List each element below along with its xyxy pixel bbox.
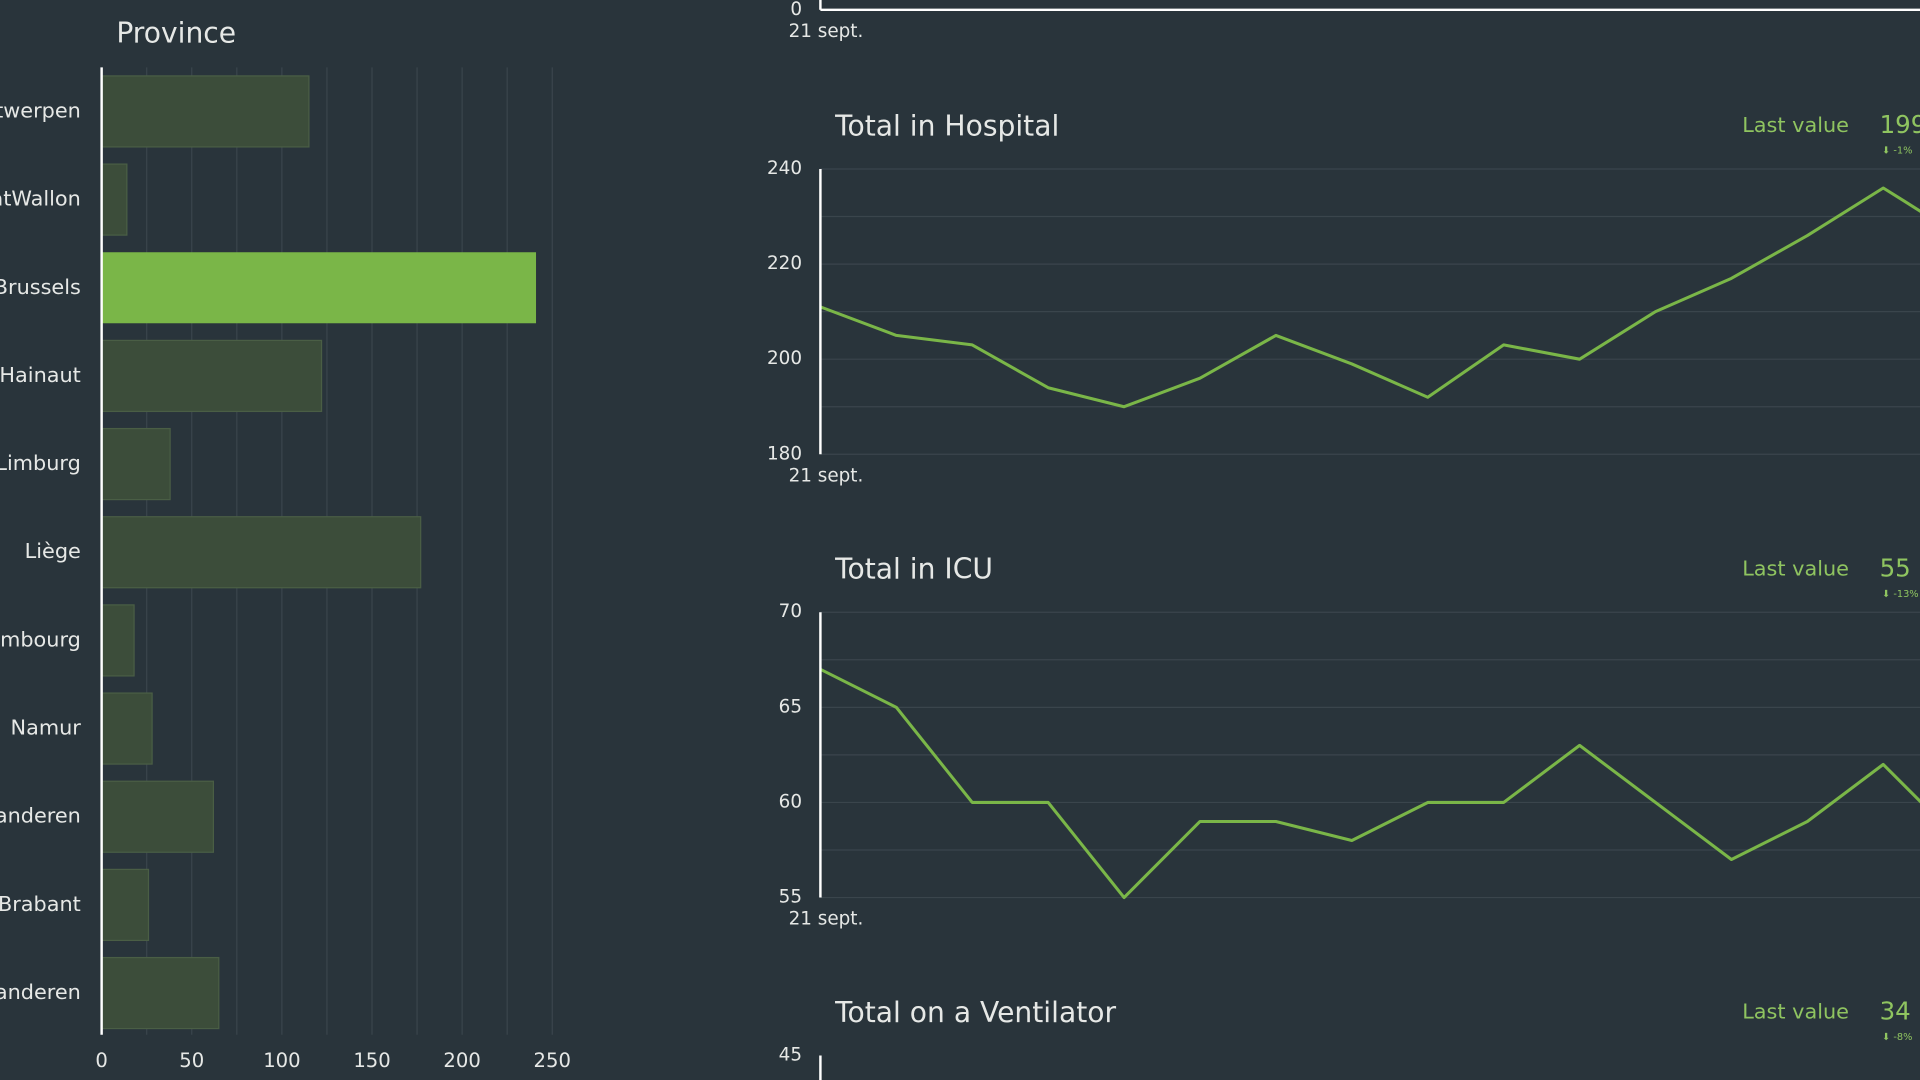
y-tick-label: 240: [767, 158, 802, 179]
last-value-label: Last value: [1742, 556, 1849, 580]
y-tick-label: 0: [790, 0, 802, 20]
y-tick-label: 220: [767, 253, 802, 274]
y-tick-label: 70: [779, 601, 802, 622]
x-tick-label: 21 sept.: [789, 465, 864, 486]
last-value-label: Last value: [1742, 1000, 1849, 1024]
x-tick-label: 150: [353, 1049, 390, 1072]
x-tick-label: 250: [534, 1049, 571, 1072]
chart-title: Total on a Ventilator: [834, 996, 1116, 1029]
y-tick-label: 200: [767, 348, 802, 369]
bar: [101, 163, 128, 236]
series-line: [819, 667, 1920, 900]
bar: [101, 516, 422, 589]
y-tick-label: Namur: [11, 716, 82, 740]
last-value-change: ⬇ -13%: [1882, 589, 1919, 600]
y-tick-label: twerpen: [0, 98, 81, 122]
last-value: 199: [1880, 110, 1920, 139]
x-tick-label: 21 sept.: [789, 909, 864, 930]
chart-title: Total in Hospital: [834, 109, 1059, 142]
last-value-change: ⬇ -8%: [1882, 1032, 1912, 1043]
x-tick-label: 100: [263, 1049, 300, 1072]
y-tick-label: 60: [779, 791, 802, 812]
y-tick-label: 180: [767, 443, 802, 464]
y-tick-label: 55: [779, 887, 802, 908]
bar: [101, 339, 323, 413]
bar: [101, 427, 171, 501]
y-tick-label: Brussels: [0, 275, 81, 299]
y-tick-label: Limburg: [0, 451, 81, 475]
y-tick-label: 45: [779, 1045, 802, 1066]
last-value-change: ⬇ -1%: [1882, 146, 1912, 157]
last-value-label: Last value: [1742, 113, 1849, 137]
y-tick-label: sBrabant: [0, 892, 81, 916]
bar: [101, 780, 214, 853]
y-tick-label: 65: [779, 696, 802, 717]
y-tick-label: atWallon: [0, 187, 81, 211]
y-tick-label: anderen: [0, 804, 81, 828]
x-tick-label: 200: [443, 1049, 480, 1072]
x-tick-label: 50: [179, 1049, 204, 1072]
x-tick-label: 21 sept.: [789, 21, 864, 42]
bar: [101, 868, 150, 942]
chart-title: Province: [116, 16, 236, 49]
x-tick-label: 0: [95, 1049, 107, 1072]
last-value: 34: [1880, 997, 1911, 1026]
bar: [101, 692, 153, 765]
chart-title: Total in ICU: [834, 553, 993, 586]
bar: [101, 75, 310, 148]
series-line: [819, 186, 1920, 409]
y-tick-label: Liège: [25, 539, 81, 563]
bar: [101, 956, 220, 1030]
bar: [101, 252, 537, 324]
bar: [101, 604, 135, 677]
last-value: 55: [1880, 553, 1911, 582]
y-tick-label: anderen: [0, 980, 81, 1004]
y-tick-label: Hainaut: [0, 363, 81, 387]
